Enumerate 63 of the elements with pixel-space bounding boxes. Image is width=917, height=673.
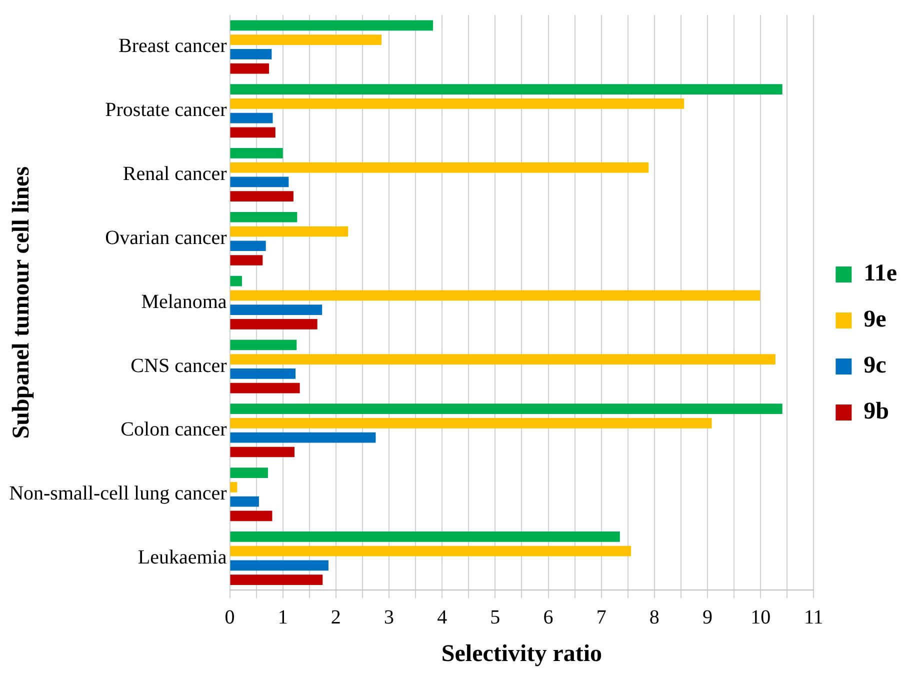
bar [230, 226, 348, 237]
bar [230, 162, 649, 173]
x-tick-label: 8 [649, 606, 660, 628]
x-tick-label: 10 [750, 606, 771, 628]
x-tick-label: 9 [702, 606, 713, 628]
y-tick-label: Non-small-cell lung cancer [9, 482, 228, 505]
bar [230, 304, 322, 315]
y-tick-label: Ovarian cancer [105, 226, 228, 249]
y-tick-label: Leukaemia [138, 546, 227, 568]
bar [230, 368, 296, 379]
bar [230, 418, 712, 428]
bar [230, 127, 276, 138]
bar [230, 546, 632, 556]
y-tick-label: Renal cancer [122, 163, 228, 186]
x-tick-label: 0 [224, 606, 235, 628]
bar [230, 176, 289, 188]
bar [230, 34, 382, 45]
legend-label: 9e [864, 306, 887, 333]
bar [230, 290, 760, 301]
bar [230, 20, 434, 31]
y-axis-title: Subpanel tumour cell lines [8, 166, 35, 439]
y-tick-label: Colon cancer [120, 418, 228, 441]
bar [230, 468, 268, 478]
bar [230, 531, 620, 542]
bar [230, 340, 297, 350]
x-tick-label: 5 [490, 606, 500, 628]
y-tick-label: CNS cancer [130, 354, 228, 377]
x-tick-label: 7 [596, 606, 606, 628]
bar [230, 510, 272, 522]
bar [230, 276, 242, 286]
x-tick-label: 2 [330, 606, 341, 628]
bar [230, 318, 318, 330]
y-tick-label: Prostate cancer [105, 99, 228, 122]
bar [230, 446, 295, 458]
bar [230, 496, 259, 507]
x-tick-label: 3 [384, 606, 394, 628]
bar [230, 112, 273, 124]
x-tick-label: 1 [278, 606, 288, 628]
bar [230, 48, 272, 60]
bar [230, 240, 266, 252]
bar [230, 255, 263, 266]
bar [230, 98, 684, 109]
legend-label: 9b [864, 398, 890, 425]
x-tick-label: 11 [804, 606, 824, 628]
x-tick-label: 4 [437, 606, 448, 628]
x-axis-title: Selectivity ratio [441, 640, 602, 667]
bar [230, 574, 323, 585]
bar [230, 482, 238, 492]
bar [230, 84, 782, 94]
y-tick-label: Melanoma [141, 290, 227, 313]
x-tick-label: 6 [543, 606, 554, 628]
bar [230, 432, 376, 443]
bar [230, 560, 328, 571]
y-tick-label: Breast cancer [118, 35, 228, 58]
bar [230, 404, 782, 414]
bar [230, 354, 776, 364]
bar [230, 191, 294, 202]
bar [230, 63, 270, 74]
bar [230, 382, 300, 394]
legend-label: 11e [864, 260, 898, 287]
legend-label: 9c [864, 352, 887, 379]
bar [230, 148, 283, 158]
bar [230, 212, 298, 222]
